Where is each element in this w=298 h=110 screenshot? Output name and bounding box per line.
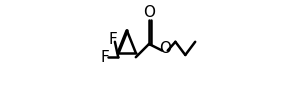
Text: O: O: [143, 5, 155, 20]
Text: O: O: [159, 41, 171, 56]
Text: F: F: [108, 32, 117, 47]
Text: F: F: [101, 50, 109, 65]
